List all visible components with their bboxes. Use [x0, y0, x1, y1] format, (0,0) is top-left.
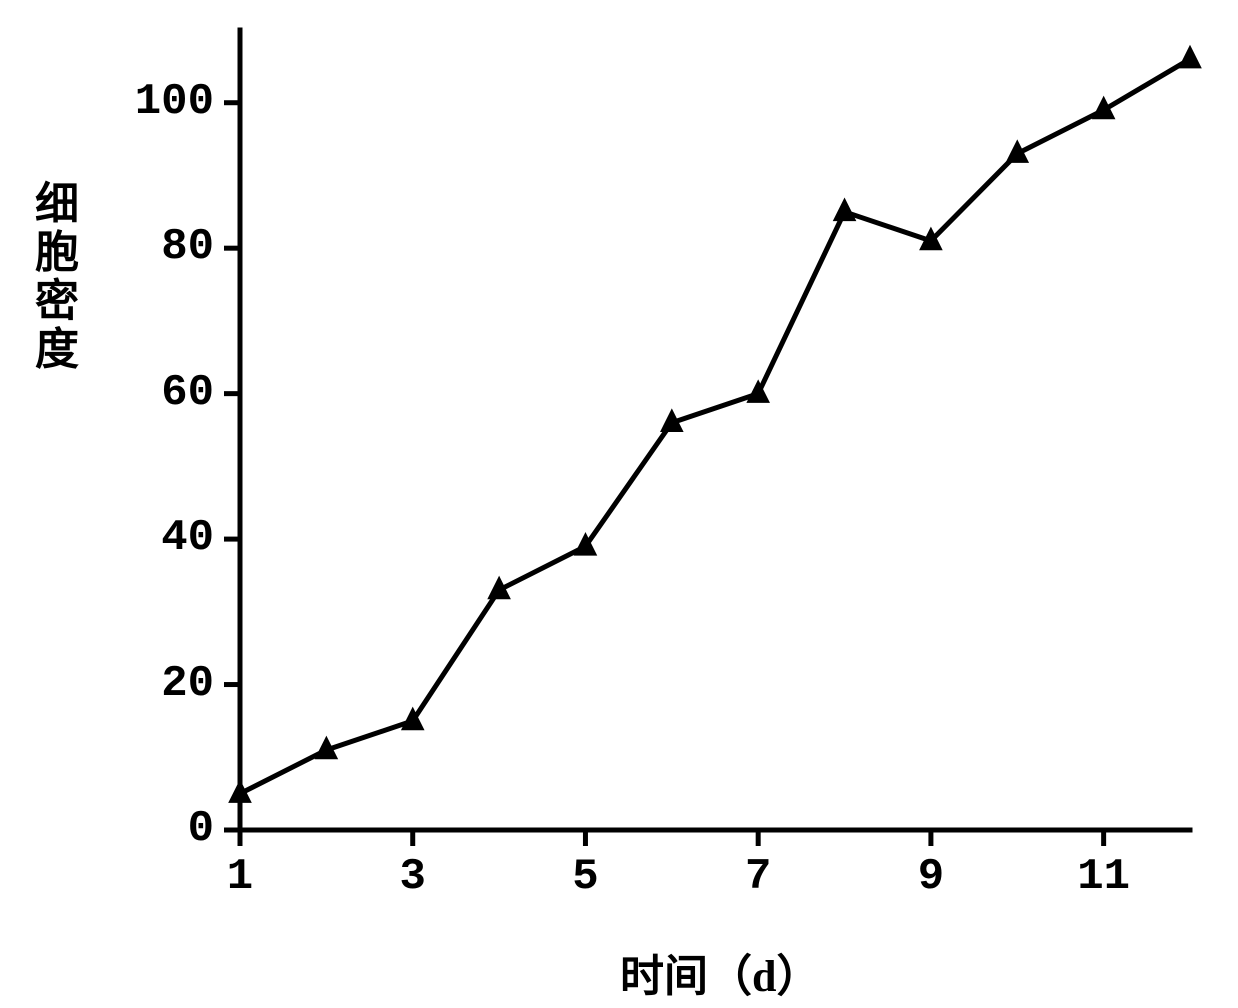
- x-axis-label: 时间（d）: [620, 940, 820, 1004]
- y-tick-label: 100: [135, 77, 214, 127]
- x-tick-label: 5: [555, 852, 615, 902]
- y-tick-label: 60: [161, 368, 214, 418]
- y-tick-label: 0: [188, 804, 214, 854]
- chart-container: 细胞密度 时间（d） 1 3 5 7 9 11 0 20 40 60 80 100: [0, 0, 1238, 1008]
- x-tick-label: 11: [1074, 852, 1134, 902]
- x-tick-label: 9: [901, 852, 961, 902]
- chart-svg: [0, 0, 1238, 1008]
- y-tick-label: 20: [161, 659, 214, 709]
- y-axis-label: 细胞密度: [20, 180, 84, 374]
- x-tick-label: 3: [383, 852, 443, 902]
- y-tick-label: 40: [161, 513, 214, 563]
- y-tick-label: 80: [161, 222, 214, 272]
- x-tick-label: 1: [210, 852, 270, 902]
- x-tick-label: 7: [728, 852, 788, 902]
